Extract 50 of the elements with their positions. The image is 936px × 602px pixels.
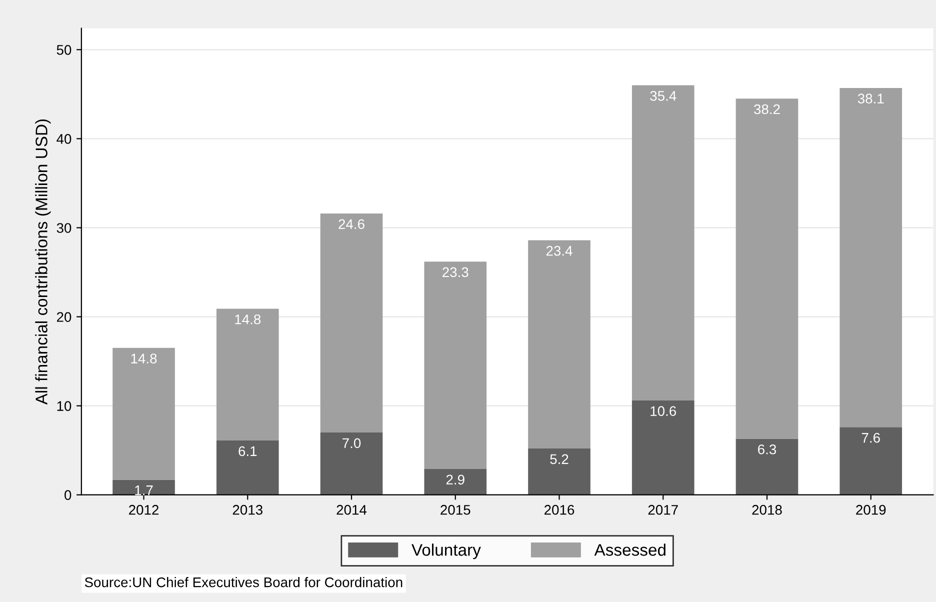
- bar: [736, 98, 798, 439]
- x-tick-label: 2015: [440, 504, 470, 515]
- y-tick-label: 50: [56, 44, 72, 55]
- data-label: 23.4: [546, 246, 572, 256]
- x-tick-label: 2013: [232, 504, 262, 515]
- legend-label: Assessed: [594, 544, 666, 556]
- bar: [320, 432, 383, 495]
- data-label: 14.8: [131, 354, 157, 364]
- bar: [840, 427, 902, 495]
- x-tick-label: 2012: [129, 504, 159, 515]
- bar: [112, 480, 175, 495]
- y-tick-label: 10: [57, 401, 72, 411]
- data-label: 38.1: [858, 94, 884, 104]
- bar: [112, 348, 175, 480]
- source-note: Source:UN Chief Executives Board for Coordination: [84, 577, 402, 588]
- x-tick-label: 2018: [752, 504, 782, 515]
- bar: [632, 400, 694, 495]
- y-axis-title: All financial contributions (Million USD): [35, 119, 51, 405]
- data-label: 2.9: [446, 474, 464, 485]
- data-label: 24.6: [338, 219, 364, 230]
- data-label: 38.2: [754, 104, 780, 114]
- legend-label: Voluntary: [412, 544, 481, 560]
- bar: [216, 440, 279, 495]
- bar: [320, 213, 383, 433]
- bar: [424, 469, 487, 495]
- data-label: 7.6: [862, 432, 880, 443]
- data-label: 5.2: [550, 454, 568, 464]
- y-tick-label: 0: [64, 490, 72, 500]
- data-label: 35.4: [650, 90, 676, 101]
- bar: [840, 88, 902, 428]
- bar: [736, 438, 798, 495]
- x-tick-label: 2016: [544, 504, 574, 515]
- x-tick-label: 2014: [336, 504, 367, 515]
- data-label: 23.3: [442, 267, 468, 278]
- bar: [424, 262, 487, 470]
- data-label: 6.1: [238, 446, 257, 456]
- bar: [528, 240, 590, 449]
- y-tick-label: 30: [56, 223, 72, 233]
- bar: [632, 85, 694, 400]
- x-tick-label: 2017: [648, 504, 678, 515]
- data-label: 14.8: [235, 314, 261, 324]
- data-label: 1.7: [135, 486, 153, 496]
- data-label: 6.3: [758, 444, 776, 454]
- data-label: 7.0: [342, 438, 361, 448]
- x-tick-label: 2019: [856, 504, 886, 515]
- data-label: 10.6: [650, 406, 676, 416]
- y-tick-label: 40: [56, 134, 72, 144]
- bar: [528, 448, 590, 495]
- bar: [216, 308, 279, 441]
- y-tick-label: 20: [56, 312, 72, 322]
